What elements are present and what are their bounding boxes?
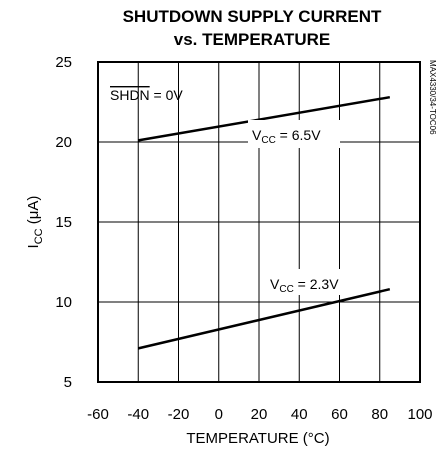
x-tick-label: 80 — [371, 406, 388, 423]
x-tick-label: 100 — [407, 406, 432, 423]
condition-overline-text: SHDN — [110, 87, 150, 103]
series-label-6v5-sub: CC — [261, 135, 275, 146]
y-axis-label-sub: CC — [33, 228, 45, 244]
svg-text:VCC = 2.3V: VCC = 2.3V — [270, 276, 339, 295]
grid-lines — [98, 62, 420, 382]
x-axis-label: TEMPERATURE (°C) — [186, 430, 329, 447]
condition-label: SHDN = 0V — [110, 87, 183, 103]
x-tick-labels: -60 -40 -20 0 20 40 60 80 100 — [87, 406, 432, 423]
chart-title-line2: vs. TEMPERATURE — [174, 30, 331, 49]
y-tick-label: 25 — [55, 54, 72, 71]
x-tick-label: -60 — [87, 406, 109, 423]
y-axis-label-unit: (μA) — [25, 196, 42, 229]
y-tick-label: 20 — [55, 134, 72, 151]
x-tick-label: 20 — [251, 406, 268, 423]
series-line-1 — [137, 287, 391, 350]
y-tick-label: 5 — [64, 374, 72, 391]
plot-frame — [97, 61, 421, 383]
series-label-2v3-main: V — [270, 276, 280, 292]
series-label-2v3: VCC = 2.3V — [266, 269, 346, 295]
chart-title-line1: SHUTDOWN SUPPLY CURRENT — [123, 7, 382, 26]
x-tick-label: 0 — [215, 406, 223, 423]
x-tick-label: 60 — [331, 406, 348, 423]
y-tick-label: 15 — [55, 214, 72, 231]
y-tick-labels: 5 10 15 20 25 — [55, 54, 72, 391]
y-axis-label: ICC (μA) — [25, 196, 45, 249]
series-label-2v3-sub: CC — [279, 284, 293, 295]
series-line-0 — [138, 95, 391, 142]
side-code-label: MAX4330/34-TOC06 — [428, 60, 437, 135]
series-label-6v5-main: V — [252, 127, 262, 143]
x-tick-label: -40 — [127, 406, 149, 423]
x-tick-label: -20 — [168, 406, 190, 423]
series-label-6v5-rest: = 6.5V — [276, 127, 321, 143]
series-label-6v5: VCC = 6.5V — [248, 120, 340, 148]
series-lines — [137, 95, 391, 350]
y-tick-label: 10 — [55, 294, 72, 311]
y-axis-label-main: I — [25, 244, 42, 248]
svg-text:VCC = 6.5V: VCC = 6.5V — [252, 127, 321, 146]
series-label-2v3-rest: = 2.3V — [294, 276, 339, 292]
x-tick-label: 40 — [291, 406, 308, 423]
condition-rest-text: = 0V — [150, 87, 184, 103]
